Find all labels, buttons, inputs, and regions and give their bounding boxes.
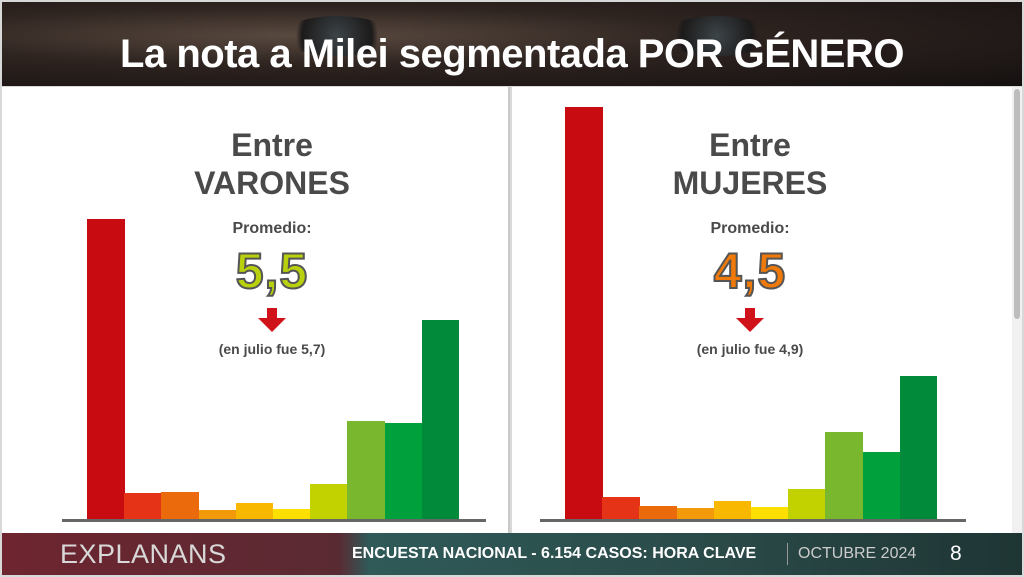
bar-3	[161, 492, 200, 519]
bar-10	[421, 320, 460, 519]
bar-4	[676, 508, 715, 519]
bar-8	[347, 421, 386, 519]
page-number: 8	[950, 542, 962, 565]
bar-10	[899, 376, 938, 519]
bar-1	[565, 107, 603, 519]
logo: EXPLANANS	[60, 539, 227, 569]
bar-2	[124, 493, 162, 519]
chart-title-line2: VARONES	[194, 165, 350, 201]
divider	[787, 543, 788, 565]
promedio-value: 4,5	[713, 242, 787, 300]
header-banner: La nota a Milei segmentada POR GÉNERO	[2, 2, 1022, 86]
slide-title: La nota a Milei segmentada POR GÉNERO	[120, 32, 904, 76]
survey-bold: HORA CLAVE	[652, 545, 757, 562]
bar-7	[788, 489, 826, 519]
background-photo	[282, 16, 392, 56]
background-photo	[662, 16, 772, 56]
footer: EXPLANANS ENCUESTA NACIONAL - 6.154 CASO…	[2, 533, 1022, 575]
bar-5	[235, 503, 274, 519]
chart-title-line1: Entre	[709, 127, 791, 163]
bar-1	[87, 219, 125, 519]
survey-date: OCTUBRE 2024	[798, 545, 917, 562]
bar-3	[639, 506, 678, 519]
chart-title-line1: Entre	[231, 127, 313, 163]
x-axis	[62, 519, 486, 522]
bar-6	[273, 509, 311, 519]
previous-value: (en julio fue 4,9)	[696, 341, 804, 357]
x-axis	[540, 519, 966, 522]
promedio-label: Promedio:	[710, 220, 790, 237]
scrollbar[interactable]	[1012, 87, 1022, 533]
chart-title-line2: MUJERES	[672, 165, 828, 201]
down-arrow-icon	[258, 308, 286, 332]
scrollbar-thumb[interactable]	[1014, 89, 1020, 319]
bar-5	[713, 501, 752, 519]
promedio-label: Promedio:	[232, 220, 312, 237]
survey-text: ENCUESTA NACIONAL - 6.154 CASOS:	[352, 545, 653, 562]
bar-9	[862, 452, 901, 519]
bar-9	[384, 423, 423, 519]
bar-7	[310, 484, 348, 519]
bar-8	[825, 432, 864, 519]
previous-value: (en julio fue 5,7)	[218, 341, 326, 357]
bar-4	[198, 510, 237, 519]
bar-6	[751, 507, 789, 519]
bar-2	[602, 497, 640, 519]
promedio-value: 5,5	[235, 242, 309, 300]
survey-info: ENCUESTA NACIONAL - 6.154 CASOS: HORA CL…	[352, 545, 756, 563]
down-arrow-icon	[736, 308, 764, 332]
